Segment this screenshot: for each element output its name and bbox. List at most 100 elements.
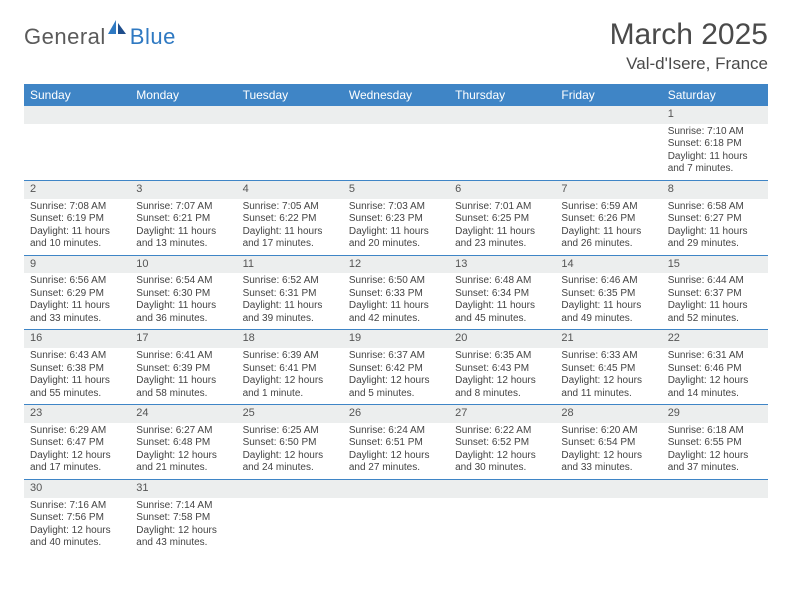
daylight-text: Daylight: 12 hours and 5 minutes.	[349, 375, 443, 400]
day-body: Sunrise: 6:44 AMSunset: 6:37 PMDaylight:…	[662, 273, 768, 329]
daylight-text: Daylight: 12 hours and 33 minutes.	[561, 450, 655, 475]
sunset-text: Sunset: 7:58 PM	[136, 512, 230, 525]
calendar-cell: 6Sunrise: 7:01 AMSunset: 6:25 PMDaylight…	[449, 180, 555, 255]
sunrise-text: Sunrise: 6:33 AM	[561, 350, 655, 363]
day-body: Sunrise: 7:01 AMSunset: 6:25 PMDaylight:…	[449, 199, 555, 255]
calendar-cell	[130, 106, 236, 180]
day-number: 23	[24, 405, 130, 423]
day-body: Sunrise: 6:56 AMSunset: 6:29 PMDaylight:…	[24, 273, 130, 329]
day-header: Wednesday	[343, 84, 449, 106]
sunset-text: Sunset: 6:42 PM	[349, 363, 443, 376]
day-body: Sunrise: 6:25 AMSunset: 6:50 PMDaylight:…	[237, 423, 343, 479]
daylight-text: Daylight: 12 hours and 40 minutes.	[30, 525, 124, 550]
calendar-week: 1Sunrise: 7:10 AMSunset: 6:18 PMDaylight…	[24, 106, 768, 180]
daylight-text: Daylight: 11 hours and 36 minutes.	[136, 300, 230, 325]
calendar-cell	[662, 479, 768, 553]
day-body: Sunrise: 6:46 AMSunset: 6:35 PMDaylight:…	[555, 273, 661, 329]
calendar-cell: 3Sunrise: 7:07 AMSunset: 6:21 PMDaylight…	[130, 180, 236, 255]
day-number	[449, 106, 555, 124]
calendar-cell: 21Sunrise: 6:33 AMSunset: 6:45 PMDayligh…	[555, 330, 661, 405]
day-header: Monday	[130, 84, 236, 106]
sunrise-text: Sunrise: 6:35 AM	[455, 350, 549, 363]
logo-text-general: General	[24, 24, 106, 50]
calendar-cell: 5Sunrise: 7:03 AMSunset: 6:23 PMDaylight…	[343, 180, 449, 255]
calendar-cell: 15Sunrise: 6:44 AMSunset: 6:37 PMDayligh…	[662, 255, 768, 330]
calendar-head: SundayMondayTuesdayWednesdayThursdayFrid…	[24, 84, 768, 106]
day-body: Sunrise: 6:52 AMSunset: 6:31 PMDaylight:…	[237, 273, 343, 329]
calendar-cell: 1Sunrise: 7:10 AMSunset: 6:18 PMDaylight…	[662, 106, 768, 180]
sunrise-text: Sunrise: 6:46 AM	[561, 275, 655, 288]
day-number	[130, 106, 236, 124]
day-body: Sunrise: 6:39 AMSunset: 6:41 PMDaylight:…	[237, 348, 343, 404]
day-header: Thursday	[449, 84, 555, 106]
day-number	[449, 480, 555, 498]
sunrise-text: Sunrise: 7:10 AM	[668, 126, 762, 139]
daylight-text: Daylight: 11 hours and 23 minutes.	[455, 226, 549, 251]
location: Val-d'Isere, France	[610, 54, 768, 74]
day-body: Sunrise: 7:07 AMSunset: 6:21 PMDaylight:…	[130, 199, 236, 255]
calendar-week: 16Sunrise: 6:43 AMSunset: 6:38 PMDayligh…	[24, 330, 768, 405]
calendar-cell	[237, 479, 343, 553]
sunset-text: Sunset: 6:19 PM	[30, 213, 124, 226]
day-header: Tuesday	[237, 84, 343, 106]
calendar-cell: 17Sunrise: 6:41 AMSunset: 6:39 PMDayligh…	[130, 330, 236, 405]
sunrise-text: Sunrise: 6:37 AM	[349, 350, 443, 363]
day-number: 1	[662, 106, 768, 124]
daylight-text: Daylight: 11 hours and 58 minutes.	[136, 375, 230, 400]
sunset-text: Sunset: 6:45 PM	[561, 363, 655, 376]
day-number	[555, 480, 661, 498]
calendar-cell: 13Sunrise: 6:48 AMSunset: 6:34 PMDayligh…	[449, 255, 555, 330]
sunset-text: Sunset: 6:48 PM	[136, 437, 230, 450]
calendar-week: 2Sunrise: 7:08 AMSunset: 6:19 PMDaylight…	[24, 180, 768, 255]
day-number: 14	[555, 256, 661, 274]
day-body: Sunrise: 7:05 AMSunset: 6:22 PMDaylight:…	[237, 199, 343, 255]
sunset-text: Sunset: 6:21 PM	[136, 213, 230, 226]
day-number: 10	[130, 256, 236, 274]
sunrise-text: Sunrise: 7:01 AM	[455, 201, 549, 214]
sunrise-text: Sunrise: 6:24 AM	[349, 425, 443, 438]
day-body: Sunrise: 6:22 AMSunset: 6:52 PMDaylight:…	[449, 423, 555, 479]
daylight-text: Daylight: 11 hours and 42 minutes.	[349, 300, 443, 325]
day-body: Sunrise: 6:59 AMSunset: 6:26 PMDaylight:…	[555, 199, 661, 255]
day-body: Sunrise: 6:48 AMSunset: 6:34 PMDaylight:…	[449, 273, 555, 329]
day-number: 28	[555, 405, 661, 423]
calendar-cell: 7Sunrise: 6:59 AMSunset: 6:26 PMDaylight…	[555, 180, 661, 255]
sunrise-text: Sunrise: 6:54 AM	[136, 275, 230, 288]
daylight-text: Daylight: 11 hours and 29 minutes.	[668, 226, 762, 251]
sunset-text: Sunset: 6:46 PM	[668, 363, 762, 376]
day-number: 18	[237, 330, 343, 348]
day-number: 22	[662, 330, 768, 348]
calendar-cell: 23Sunrise: 6:29 AMSunset: 6:47 PMDayligh…	[24, 405, 130, 480]
sunset-text: Sunset: 6:23 PM	[349, 213, 443, 226]
calendar-cell: 27Sunrise: 6:22 AMSunset: 6:52 PMDayligh…	[449, 405, 555, 480]
day-number	[343, 106, 449, 124]
calendar-cell: 12Sunrise: 6:50 AMSunset: 6:33 PMDayligh…	[343, 255, 449, 330]
day-number: 31	[130, 480, 236, 498]
day-number	[237, 106, 343, 124]
calendar-cell: 14Sunrise: 6:46 AMSunset: 6:35 PMDayligh…	[555, 255, 661, 330]
sunrise-text: Sunrise: 6:39 AM	[243, 350, 337, 363]
day-number	[237, 480, 343, 498]
calendar-cell: 9Sunrise: 6:56 AMSunset: 6:29 PMDaylight…	[24, 255, 130, 330]
daylight-text: Daylight: 12 hours and 8 minutes.	[455, 375, 549, 400]
daylight-text: Daylight: 12 hours and 17 minutes.	[30, 450, 124, 475]
day-body: Sunrise: 6:50 AMSunset: 6:33 PMDaylight:…	[343, 273, 449, 329]
calendar-cell: 19Sunrise: 6:37 AMSunset: 6:42 PMDayligh…	[343, 330, 449, 405]
sunrise-text: Sunrise: 6:31 AM	[668, 350, 762, 363]
day-header: Sunday	[24, 84, 130, 106]
calendar-cell: 20Sunrise: 6:35 AMSunset: 6:43 PMDayligh…	[449, 330, 555, 405]
sunrise-text: Sunrise: 7:14 AM	[136, 500, 230, 513]
logo-text-blue: Blue	[130, 24, 176, 50]
sunrise-text: Sunrise: 7:08 AM	[30, 201, 124, 214]
day-number: 17	[130, 330, 236, 348]
sunrise-text: Sunrise: 6:29 AM	[30, 425, 124, 438]
daylight-text: Daylight: 11 hours and 39 minutes.	[243, 300, 337, 325]
calendar-body: 1 Sunrise: 7:10 AMSunset: 6:18 PM Daylight…	[24, 106, 768, 554]
daylight-text: Daylight: 12 hours and 37 minutes.	[668, 450, 762, 475]
day-number: 9	[24, 256, 130, 274]
day-number: 15	[662, 256, 768, 274]
sunset-text: Sunset: 6:18 PM	[668, 138, 762, 151]
calendar-cell: 22Sunrise: 6:31 AMSunset: 6:46 PMDayligh…	[662, 330, 768, 405]
sunset-text: Sunset: 6:26 PM	[561, 213, 655, 226]
calendar-cell	[24, 106, 130, 180]
